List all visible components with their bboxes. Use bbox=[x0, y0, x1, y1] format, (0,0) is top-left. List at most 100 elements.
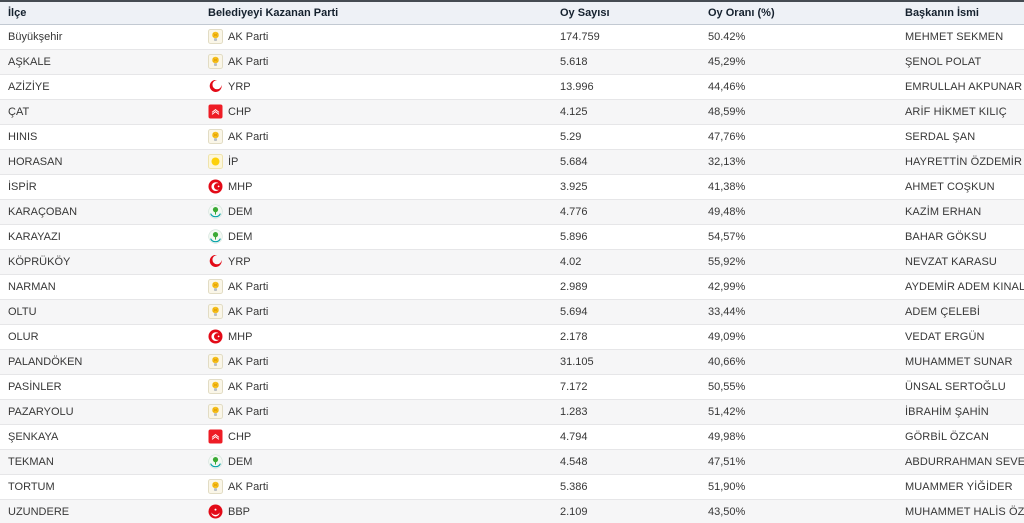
table-row: PAZARYOLU AK Parti 1.283 51,42% İBRAHİM … bbox=[0, 399, 1024, 425]
percent-cell: 48,59% bbox=[700, 99, 897, 125]
party-cell: AK Parti bbox=[200, 374, 552, 400]
akparti-lightbulb-icon bbox=[208, 479, 223, 494]
district-cell: ÇAT bbox=[0, 99, 200, 125]
percent-cell: 40,66% bbox=[700, 349, 897, 375]
votes-cell: 2.989 bbox=[552, 274, 700, 300]
mhp-crescent-icon bbox=[208, 329, 223, 344]
district-cell: TEKMAN bbox=[0, 449, 200, 475]
table-row: PASİNLER AK Parti 7.172 50,55% ÜNSAL SER… bbox=[0, 374, 1024, 400]
percent-cell: 49,09% bbox=[700, 324, 897, 350]
party-label: DEM bbox=[228, 455, 253, 468]
district-cell: ŞENKAYA bbox=[0, 424, 200, 450]
party-cell: YRP bbox=[200, 249, 552, 275]
table-row: OLUR MHP 2.178 49,09% VEDAT ERGÜN bbox=[0, 324, 1024, 350]
mayor-cell: NEVZAT KARASU bbox=[897, 249, 1024, 275]
party-label: AK Parti bbox=[228, 55, 269, 68]
mayor-cell: AHMET COŞKUN bbox=[897, 174, 1024, 200]
mayor-cell: HAYRETTİN ÖZDEMİR bbox=[897, 149, 1024, 175]
percent-cell: 54,57% bbox=[700, 224, 897, 250]
mayor-cell: ŞENOL POLAT bbox=[897, 49, 1024, 75]
percent-cell: 47,76% bbox=[700, 124, 897, 150]
table-row: OLTU AK Parti 5.694 33,44% ADEM ÇELEBİ bbox=[0, 299, 1024, 325]
mayor-cell: MUAMMER YİĞİDER bbox=[897, 474, 1024, 500]
party-label: AK Parti bbox=[228, 30, 269, 43]
district-cell: KARAÇOBAN bbox=[0, 199, 200, 225]
party-label: CHP bbox=[228, 430, 252, 443]
dem-tree-icon bbox=[208, 229, 223, 244]
party-cell: DEM bbox=[200, 199, 552, 225]
votes-cell: 4.548 bbox=[552, 449, 700, 475]
party-label: BBP bbox=[228, 505, 251, 518]
votes-cell: 5.684 bbox=[552, 149, 700, 175]
percent-cell: 51,42% bbox=[700, 399, 897, 425]
party-label: AK Parti bbox=[228, 380, 269, 393]
percent-cell: 32,13% bbox=[700, 149, 897, 175]
party-cell: YRP bbox=[200, 74, 552, 100]
table-header: İlçe Belediyeyi Kazanan Parti Oy Sayısı … bbox=[0, 0, 1024, 25]
dem-tree-icon bbox=[208, 204, 223, 219]
percent-cell: 49,98% bbox=[700, 424, 897, 450]
votes-cell: 4.02 bbox=[552, 249, 700, 275]
party-cell: AK Parti bbox=[200, 24, 552, 50]
akparti-lightbulb-icon bbox=[208, 379, 223, 394]
table-row: HINIS AK Parti 5.29 47,76% SERDAL ŞAN bbox=[0, 124, 1024, 150]
mayor-cell: MUHAMMET SUNAR bbox=[897, 349, 1024, 375]
table-body: Büyükşehir AK Parti 174.759 50.42% MEHME… bbox=[0, 24, 1024, 523]
percent-cell: 44,46% bbox=[700, 74, 897, 100]
akparti-lightbulb-icon bbox=[208, 279, 223, 294]
district-cell: AZİZİYE bbox=[0, 74, 200, 100]
district-cell: HORASAN bbox=[0, 149, 200, 175]
district-cell: TORTUM bbox=[0, 474, 200, 500]
table-row: HORASAN İP 5.684 32,13% HAYRETTİN ÖZDEMİ… bbox=[0, 149, 1024, 175]
votes-cell: 1.283 bbox=[552, 399, 700, 425]
table-row: İSPİR MHP 3.925 41,38% AHMET COŞKUN bbox=[0, 174, 1024, 200]
party-cell: CHP bbox=[200, 424, 552, 450]
party-cell: AK Parti bbox=[200, 399, 552, 425]
votes-cell: 4.794 bbox=[552, 424, 700, 450]
party-label: MHP bbox=[228, 330, 253, 343]
district-cell: HINIS bbox=[0, 124, 200, 150]
mayor-cell: ADEM ÇELEBİ bbox=[897, 299, 1024, 325]
table-row: Büyükşehir AK Parti 174.759 50.42% MEHME… bbox=[0, 24, 1024, 50]
votes-cell: 2.178 bbox=[552, 324, 700, 350]
party-label: AK Parti bbox=[228, 405, 269, 418]
party-cell: CHP bbox=[200, 99, 552, 125]
table-row: AŞKALE AK Parti 5.618 45,29% ŞENOL POLAT bbox=[0, 49, 1024, 75]
party-label: DEM bbox=[228, 205, 253, 218]
district-cell: AŞKALE bbox=[0, 49, 200, 75]
district-cell: PAZARYOLU bbox=[0, 399, 200, 425]
party-cell: DEM bbox=[200, 224, 552, 250]
votes-cell: 5.896 bbox=[552, 224, 700, 250]
party-cell: BBP bbox=[200, 499, 552, 523]
table-row: AZİZİYE YRP 13.996 44,46% EMRULLAH AKPUN… bbox=[0, 74, 1024, 100]
party-cell: AK Parti bbox=[200, 474, 552, 500]
column-header-percent: Oy Oranı (%) bbox=[700, 0, 897, 25]
column-header-votes: Oy Sayısı bbox=[552, 0, 700, 25]
table-row: ÇAT CHP 4.125 48,59% ARİF HİKMET KILIÇ bbox=[0, 99, 1024, 125]
akparti-lightbulb-icon bbox=[208, 29, 223, 44]
party-label: İP bbox=[228, 155, 239, 168]
party-cell: İP bbox=[200, 149, 552, 175]
percent-cell: 50.42% bbox=[700, 24, 897, 50]
district-cell: PASİNLER bbox=[0, 374, 200, 400]
percent-cell: 51,90% bbox=[700, 474, 897, 500]
yrp-crescent-icon bbox=[208, 79, 223, 94]
mayor-cell: MEHMET SEKMEN bbox=[897, 24, 1024, 50]
district-cell: OLUR bbox=[0, 324, 200, 350]
party-label: AK Parti bbox=[228, 130, 269, 143]
party-cell: AK Parti bbox=[200, 49, 552, 75]
table-row: PALANDÖKEN AK Parti 31.105 40,66% MUHAMM… bbox=[0, 349, 1024, 375]
votes-cell: 4.776 bbox=[552, 199, 700, 225]
percent-cell: 55,92% bbox=[700, 249, 897, 275]
percent-cell: 47,51% bbox=[700, 449, 897, 475]
party-label: AK Parti bbox=[228, 280, 269, 293]
party-label: AK Parti bbox=[228, 305, 269, 318]
table-row: TORTUM AK Parti 5.386 51,90% MUAMMER YİĞ… bbox=[0, 474, 1024, 500]
district-cell: İSPİR bbox=[0, 174, 200, 200]
district-cell: UZUNDERE bbox=[0, 499, 200, 523]
votes-cell: 31.105 bbox=[552, 349, 700, 375]
yrp-crescent-icon bbox=[208, 254, 223, 269]
akparti-lightbulb-icon bbox=[208, 54, 223, 69]
akparti-lightbulb-icon bbox=[208, 304, 223, 319]
